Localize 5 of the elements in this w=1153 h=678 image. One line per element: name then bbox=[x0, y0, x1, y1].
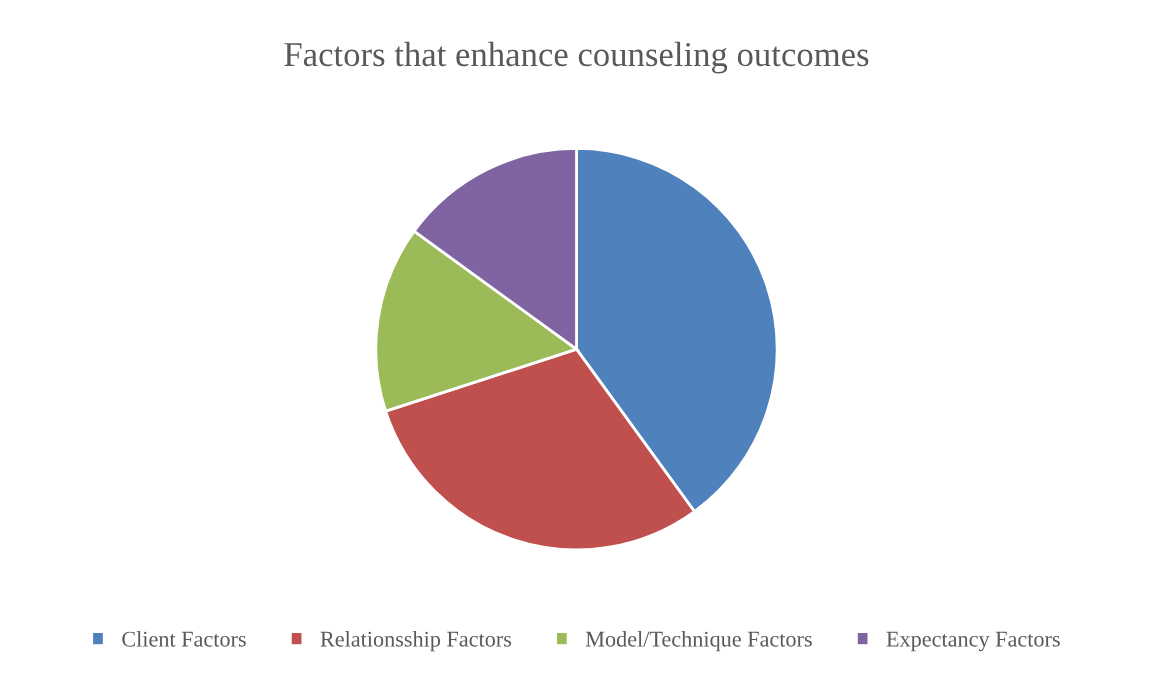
legend-label: Expectancy Factors bbox=[886, 631, 1060, 652]
chart-title: Factors that enhance counseling outcomes bbox=[284, 41, 869, 74]
legend-label: Model/Technique Factors bbox=[585, 631, 812, 652]
legend-label: Relationsship Factors bbox=[320, 631, 512, 652]
legend-label: Client Factors bbox=[122, 631, 246, 647]
